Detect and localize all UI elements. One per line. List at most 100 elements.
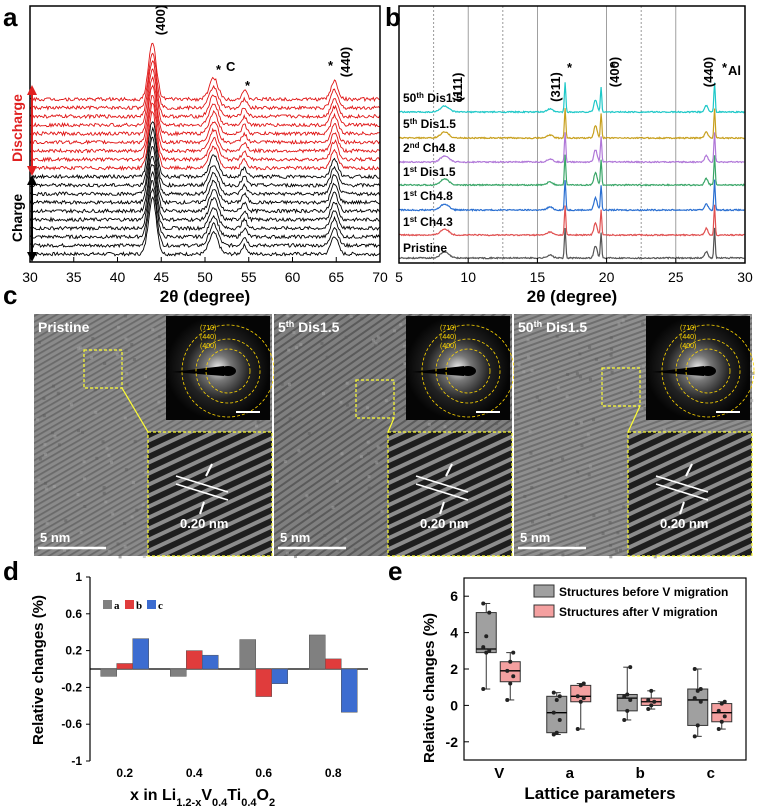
tem-noise (353, 548, 357, 552)
tem-noise (143, 456, 147, 460)
tem-noise (528, 430, 532, 434)
xrd-trace-a-5 (29, 156, 380, 215)
tem-noise (132, 481, 136, 485)
bar-b-0.6 (255, 668, 272, 697)
tem-label-1: 5th Dis1.5 (278, 319, 340, 335)
tem-noise (565, 395, 569, 399)
d-xtick-label: 0.8 (325, 766, 342, 780)
tem-noise (130, 515, 134, 519)
xrd-trace-a-11 (29, 102, 381, 163)
data-point (649, 703, 654, 708)
tem-noise (38, 457, 42, 461)
d-ytick-label: -0.2 (61, 680, 82, 694)
tem-noise (538, 399, 542, 403)
xrd-trace-a-10 (29, 110, 380, 171)
data-point (578, 683, 583, 688)
saed-ring (205, 348, 251, 394)
tem-noise (526, 355, 530, 359)
tem-noise (321, 392, 325, 396)
lattice-spacing-1: 0.20 nm (420, 516, 468, 531)
tem-noise (144, 471, 148, 475)
tem-noise (288, 417, 292, 421)
tem-noise (359, 455, 363, 459)
tem-noise (57, 443, 61, 447)
legend-label-b: b (136, 600, 142, 612)
tem-noise (575, 543, 579, 547)
data-point (622, 717, 627, 722)
bar-c-0.2 (132, 638, 149, 670)
tem-noise (523, 494, 527, 498)
d-ytick-label: 0.6 (65, 607, 82, 621)
ring-label: (400) (680, 343, 696, 350)
tem-noise (331, 506, 335, 510)
zoom-line (387, 417, 395, 433)
tem-noise (37, 478, 41, 482)
a-tick-label: 55 (241, 269, 257, 285)
tem-noise (42, 414, 46, 418)
tem-noise (133, 439, 137, 443)
trace-label-sup: th (416, 91, 424, 100)
tem-noise (44, 481, 48, 485)
tem-noise (79, 530, 83, 534)
tem-noise (561, 553, 565, 557)
trace-label-number: 1 (403, 189, 410, 203)
tem-noise (151, 327, 155, 331)
saed-ring (675, 338, 741, 404)
tem-noise (578, 352, 582, 356)
e-ytick-label: 0 (450, 697, 458, 713)
ring-label: (710) (200, 325, 216, 332)
tem-noise (622, 505, 626, 509)
tem-noise (339, 400, 343, 404)
tem-noise (82, 460, 86, 464)
xrd-trace-a-2 (29, 179, 381, 240)
tem-noise (142, 555, 146, 559)
tem-noise (125, 383, 129, 387)
tem-noise (367, 486, 371, 490)
panel-b-xticks: 5 10 15 20 25 30 (395, 258, 753, 285)
tem-noise (376, 445, 380, 449)
data-point (575, 727, 580, 732)
box-a-1 (570, 684, 592, 703)
tem-noise (125, 371, 129, 375)
d-ytick-label: -0.6 (61, 717, 82, 731)
tem-noise (95, 456, 99, 460)
tem-noise (587, 473, 591, 477)
tem-noise (495, 422, 499, 426)
tem-noise (307, 510, 311, 514)
panel-d-ylabel: Relative changes (%) (30, 595, 47, 745)
bar-c-0.6 (271, 668, 288, 684)
tem-label-rest: Dis1.5 (542, 319, 587, 335)
panel-d-xlabel: x in Li1.2-xV0.4Ti0.4O2 (130, 787, 275, 806)
xrd-trace-b-5 (398, 204, 745, 237)
tem-noise (517, 363, 521, 367)
panel-a-peak-C: C (226, 59, 236, 74)
tem-noise (105, 446, 109, 450)
panel-a-peak-400: (400) (153, 5, 168, 35)
tem-noise (69, 403, 73, 407)
data-point (578, 699, 583, 704)
tem-noise (307, 432, 311, 436)
tem-noise (616, 531, 620, 535)
legend-swatch-c (147, 600, 156, 609)
tem-noise (592, 514, 596, 518)
panel-b-peak-440: (440) (701, 57, 716, 87)
panel-a: a 30 35 40 45 50 55 60 65 70 2θ (degree) (400) C… (3, 2, 388, 306)
scale-text: 5 nm (40, 530, 70, 545)
tem-noise (641, 364, 645, 368)
data-point (722, 714, 727, 719)
tem-noise (101, 440, 105, 444)
tem-label-main: Pristine (38, 319, 90, 335)
panel-b-frame (398, 5, 746, 264)
fringe-line (655, 483, 709, 501)
zoom-line (121, 387, 149, 433)
xrd-trace-b-2 (398, 132, 745, 164)
panel-e-chart: 6 4 2 0 -2 V a b c Structures before V migration S… (446, 577, 747, 782)
tem-noise (402, 344, 406, 348)
tem-noise (376, 335, 380, 339)
selection-box (83, 349, 123, 389)
trace-label-rest: Dis1.5 (417, 117, 456, 131)
e-ytick-label: -2 (446, 734, 459, 750)
bar-a-0.2 (100, 668, 117, 677)
panel-a-star-2: * (245, 78, 251, 93)
discharge-arrow-head-up (27, 85, 37, 95)
